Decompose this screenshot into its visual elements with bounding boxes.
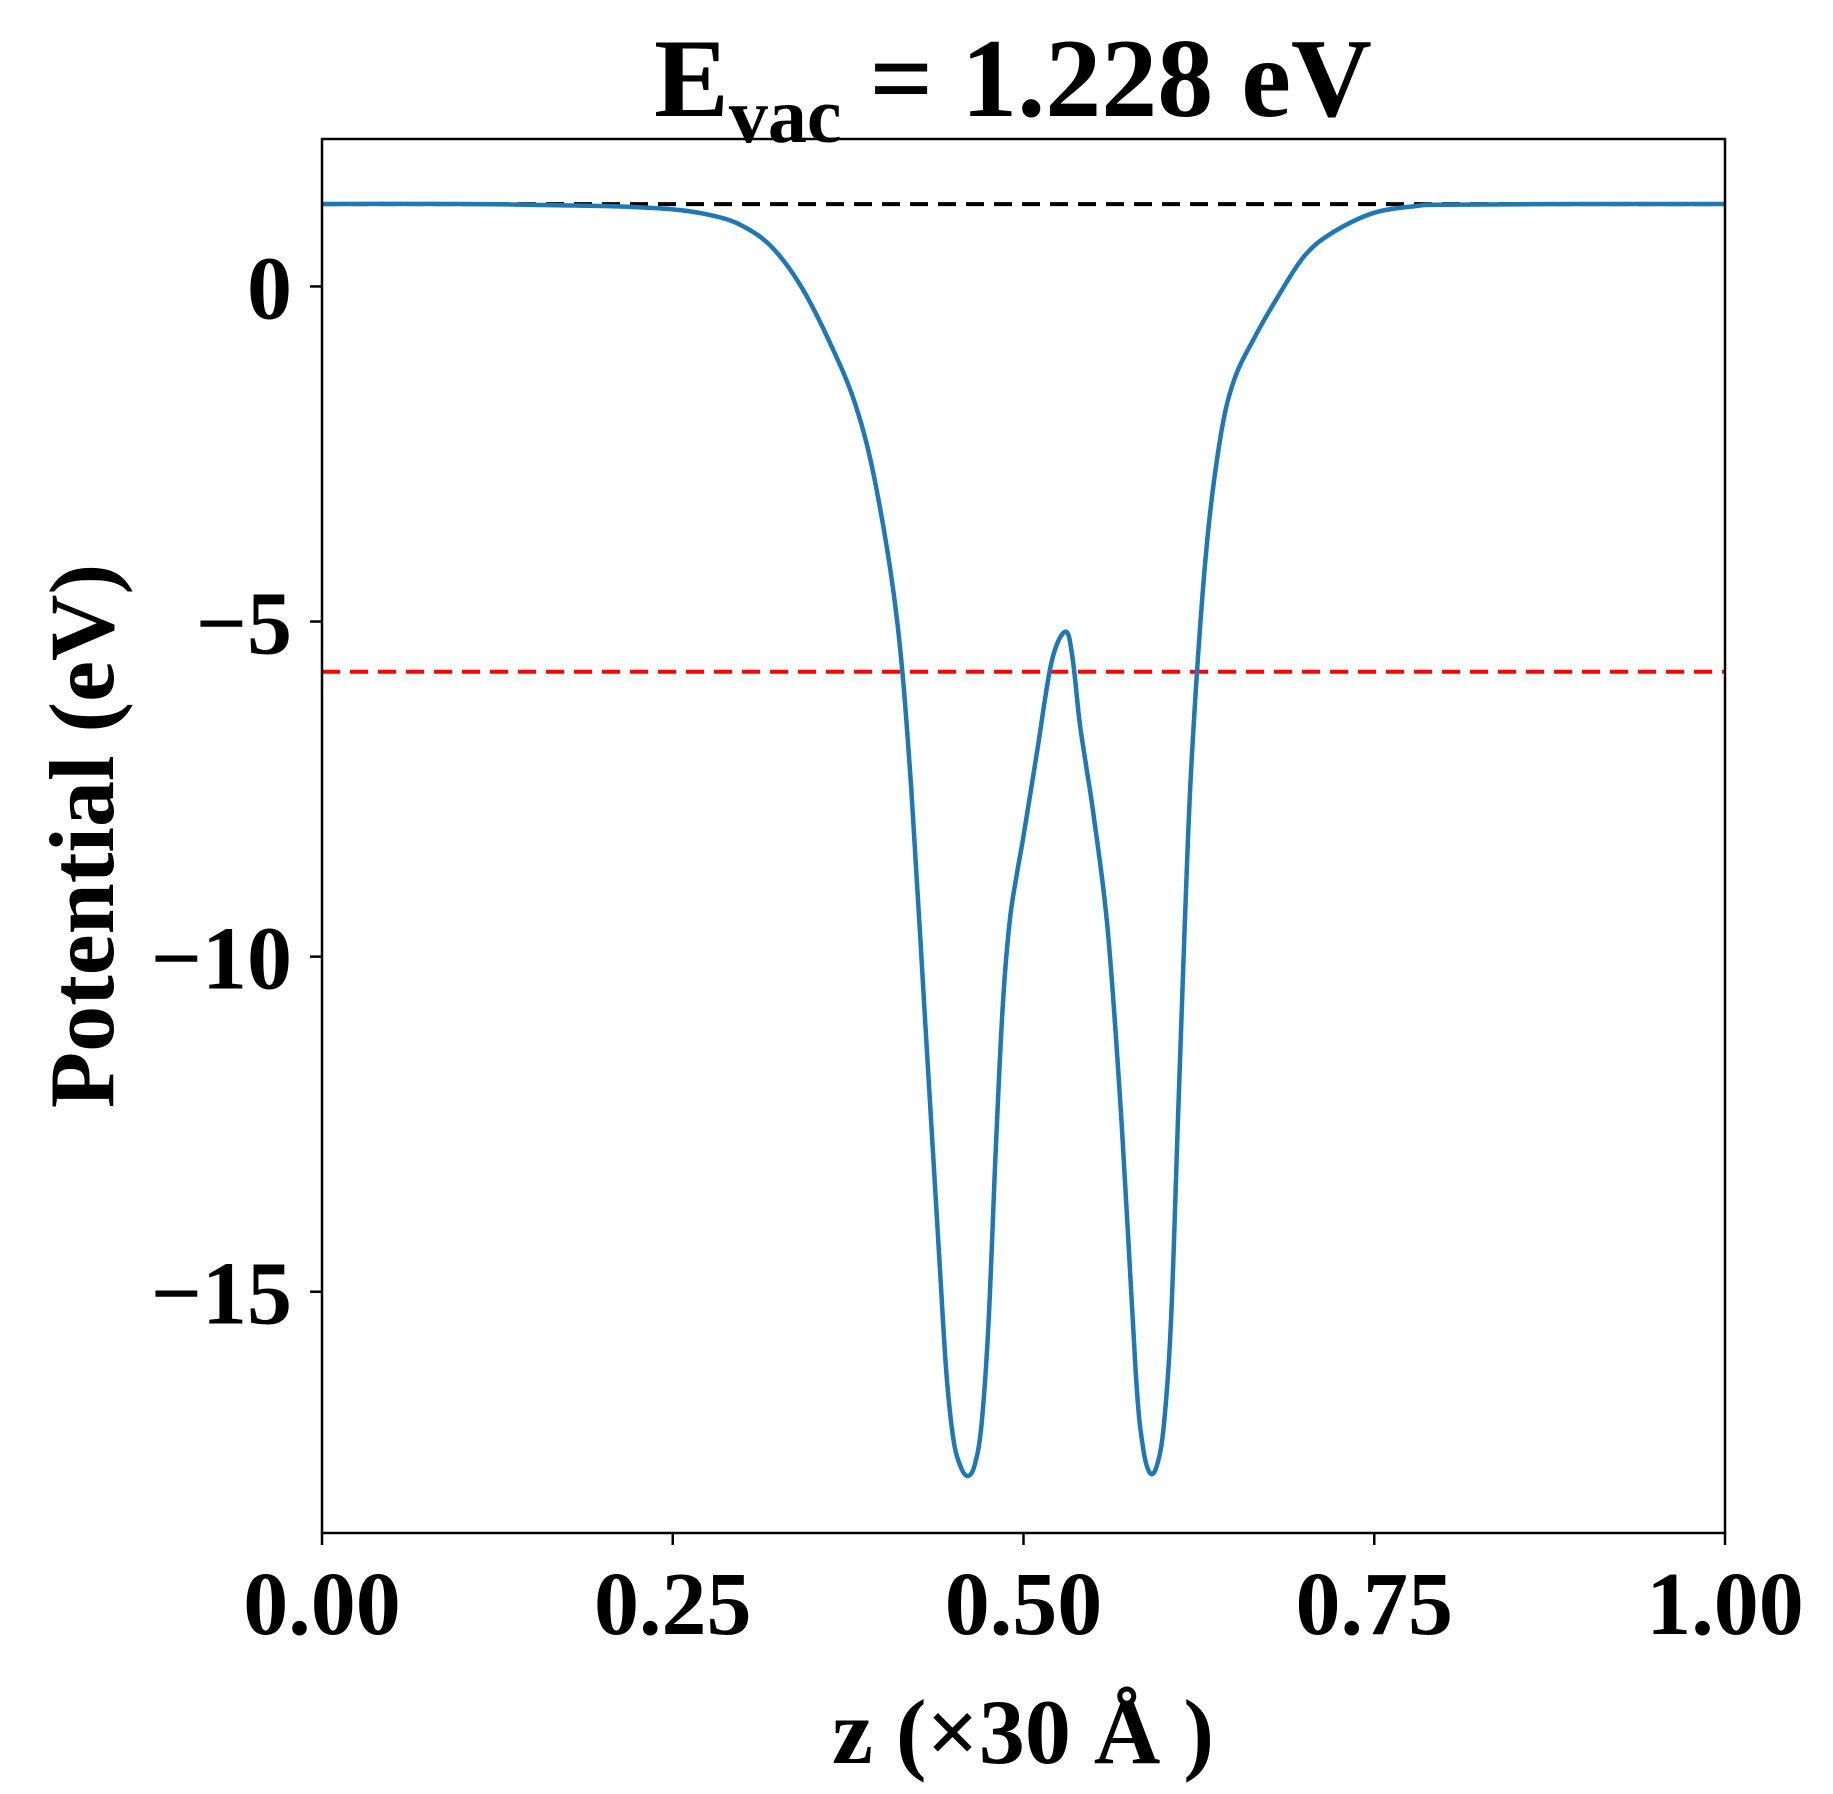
y-tick-label: −15 bbox=[151, 1245, 292, 1344]
reference-lines bbox=[322, 202, 1725, 674]
x-tick-label: 0.75 bbox=[1296, 1555, 1454, 1654]
x-tick-label: 0.25 bbox=[594, 1555, 752, 1654]
y-tick-label: −5 bbox=[196, 575, 292, 674]
chart-title-subscript: vac bbox=[729, 72, 842, 159]
series-line-0 bbox=[322, 201, 1725, 1479]
y-axis-label: Potential (eV) bbox=[31, 564, 133, 1108]
y-tick-label: −10 bbox=[151, 910, 292, 1009]
chart-title: Evac = 1.228 eV bbox=[654, 17, 1372, 159]
plot-area bbox=[320, 137, 1727, 1535]
x-tick-label: 0.50 bbox=[945, 1555, 1103, 1654]
x-tick-label: 0.00 bbox=[243, 1555, 401, 1654]
chart-title-rest: = 1.228 eV bbox=[841, 17, 1371, 141]
x-axis-ticks: 0.00 0.25 0.50 0.75 1.00 bbox=[243, 1533, 1804, 1654]
y-tick-label: 0 bbox=[247, 239, 292, 338]
y-axis-ticks: 0 −5 −10 −15 bbox=[151, 239, 322, 1344]
series-layer bbox=[322, 201, 1725, 1479]
chart-title-main: E bbox=[654, 17, 729, 141]
x-axis-label: z (×30 Å ) bbox=[832, 1681, 1214, 1783]
x-tick-label: 1.00 bbox=[1646, 1555, 1804, 1654]
